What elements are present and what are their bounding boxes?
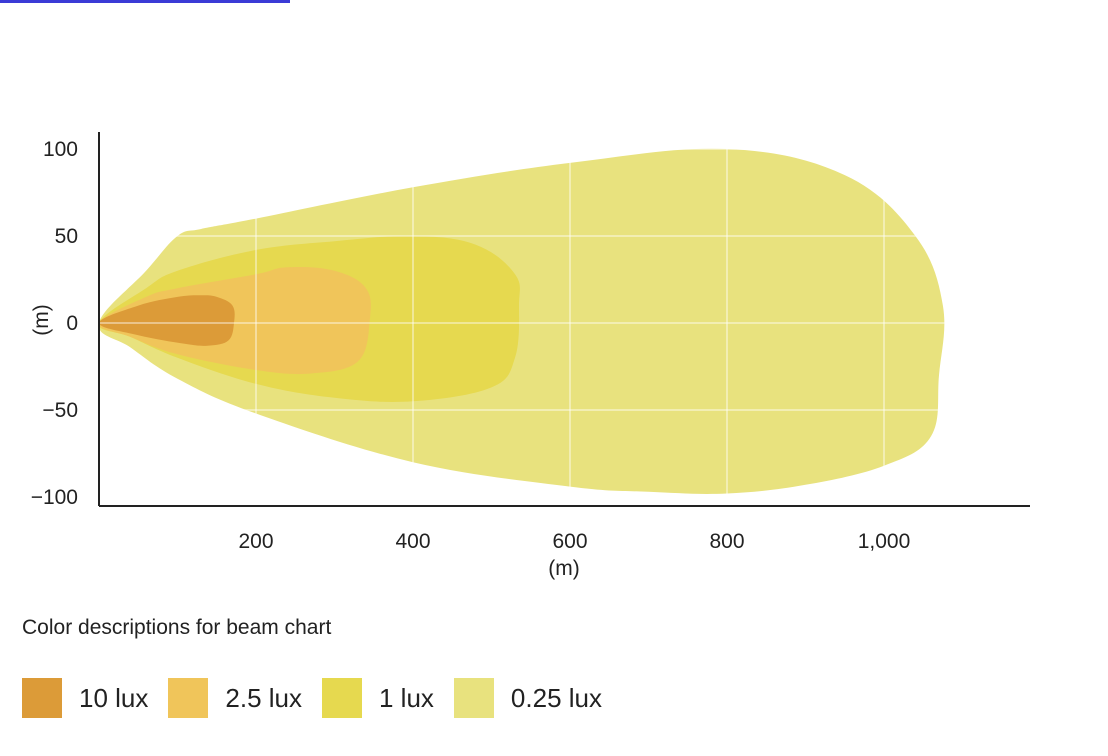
- beam-area-10-lux: [99, 295, 235, 346]
- legend-item: 0.25 lux: [453, 678, 602, 718]
- legend-label: 2.5 lux: [225, 682, 302, 713]
- top-link-underline[interactable]: [0, 0, 290, 3]
- legend-swatch: [22, 678, 62, 718]
- beam-chart: 100 50 0 −50 −100 200 400 600 800 1,000 (m) (m): [30, 132, 1030, 580]
- legend-label: 10 lux: [79, 682, 149, 713]
- legend-title: Color descriptions for beam chart: [22, 616, 332, 639]
- legend-item: 2.5 lux: [168, 678, 302, 718]
- y-tick-label: 0: [66, 312, 78, 335]
- legend-swatch: [168, 678, 209, 718]
- x-tick-labels: 200 400 600 800 1,000: [238, 530, 910, 553]
- x-tick-label: 200: [238, 530, 273, 553]
- x-axis-unit: (m): [548, 557, 579, 580]
- beam-areas: [98, 148, 945, 494]
- y-tick-label: 100: [43, 138, 78, 161]
- y-tick-label: −100: [31, 486, 78, 509]
- legend-label: 0.25 lux: [510, 682, 602, 713]
- y-tick-labels: 100 50 0 −50 −100: [31, 138, 78, 509]
- legend-label: 1 lux: [379, 682, 434, 713]
- y-axis-unit: (m): [30, 304, 53, 335]
- legend: 10 lux 2.5 lux 1 lux 0.25 lux: [22, 678, 622, 718]
- grid-lines: [99, 132, 1030, 506]
- legend-swatch: [453, 678, 494, 718]
- x-tick-label: 600: [552, 530, 587, 553]
- beam-area-0-25-lux: [98, 148, 945, 494]
- beam-area-2-5-lux: [98, 267, 371, 375]
- legend-swatch: [322, 678, 362, 718]
- legend-item: 10 lux: [22, 678, 148, 718]
- y-tick-label: −50: [42, 399, 78, 422]
- y-tick-label: 50: [55, 225, 78, 248]
- x-tick-label: 400: [395, 530, 430, 553]
- x-tick-label: 800: [709, 530, 744, 553]
- x-tick-label: 1,000: [858, 530, 911, 553]
- legend-item: 1 lux: [322, 678, 434, 718]
